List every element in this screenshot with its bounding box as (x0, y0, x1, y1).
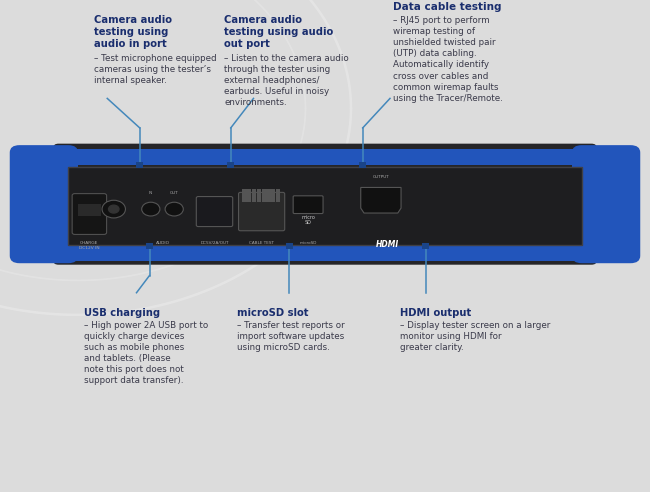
Bar (276, 189, 280, 202)
Text: – Display tester screen on a larger
monitor using HDMI for
greater clarity.: – Display tester screen on a larger moni… (400, 321, 550, 352)
Text: – Test microphone equipped
cameras using the tester’s
internal speaker.: – Test microphone equipped cameras using… (94, 54, 217, 85)
Text: Data cable testing: Data cable testing (393, 2, 502, 12)
Bar (247, 189, 252, 202)
Bar (78, 204, 101, 216)
FancyBboxPatch shape (196, 196, 233, 226)
Text: microSD slot: microSD slot (237, 308, 309, 317)
Bar (146, 243, 153, 248)
Text: Camera audio
testing using audio
out port: Camera audio testing using audio out por… (224, 15, 333, 49)
Bar (68, 167, 582, 245)
Text: micro
SD: micro SD (301, 215, 315, 225)
Text: CABLE TEST: CABLE TEST (249, 241, 274, 246)
Text: USB charging: USB charging (84, 308, 161, 317)
Text: Camera audio
testing using
audio in port: Camera audio testing using audio in port (94, 15, 172, 49)
Text: – Transfer test reports or
import software updates
using microSD cards.: – Transfer test reports or import softwa… (237, 321, 345, 352)
FancyBboxPatch shape (293, 196, 323, 214)
Bar (58, 149, 592, 165)
Bar (136, 162, 143, 167)
Text: IN: IN (149, 191, 153, 195)
Polygon shape (361, 187, 401, 213)
Text: – High power 2A USB port to
quickly charge devices
such as mobile phones
and tab: – High power 2A USB port to quickly char… (84, 321, 209, 385)
Bar (58, 246, 592, 261)
Text: DC5V/2A/OUT: DC5V/2A/OUT (200, 241, 229, 246)
FancyBboxPatch shape (239, 192, 285, 231)
FancyBboxPatch shape (572, 145, 640, 263)
Bar (227, 162, 234, 167)
Text: AUDIO: AUDIO (155, 241, 170, 246)
Text: HDMI output: HDMI output (400, 308, 471, 317)
FancyBboxPatch shape (53, 144, 597, 265)
Circle shape (109, 205, 119, 213)
Bar (242, 189, 246, 202)
FancyBboxPatch shape (10, 145, 78, 263)
Circle shape (165, 202, 183, 216)
Text: HDMI: HDMI (376, 240, 399, 249)
Bar (422, 243, 430, 248)
Bar (261, 189, 266, 202)
Circle shape (142, 202, 160, 216)
Bar (257, 189, 261, 202)
Bar (271, 189, 276, 202)
Text: – Listen to the camera audio
through the tester using
external headphones/
earbu: – Listen to the camera audio through the… (224, 54, 349, 107)
Text: CHARGE
DC12V IN: CHARGE DC12V IN (79, 241, 99, 250)
Text: OUT: OUT (170, 191, 179, 195)
Bar (252, 189, 256, 202)
Circle shape (102, 200, 125, 218)
Text: – RJ45 port to perform
wiremap testing of
unshielded twisted pair
(UTP) data cab: – RJ45 port to perform wiremap testing o… (393, 16, 503, 103)
Bar (286, 243, 293, 248)
Bar (266, 189, 270, 202)
Text: microSD: microSD (300, 241, 317, 246)
Bar (359, 162, 367, 167)
FancyBboxPatch shape (72, 193, 107, 235)
Text: OUTPUT: OUTPUT (372, 175, 389, 179)
